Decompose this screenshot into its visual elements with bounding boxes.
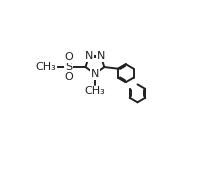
Text: N: N	[85, 51, 93, 61]
Text: O: O	[64, 52, 73, 62]
Text: CH₃: CH₃	[36, 62, 57, 72]
Text: N: N	[85, 51, 93, 61]
Text: N: N	[97, 51, 105, 61]
Text: O: O	[64, 72, 73, 82]
Text: CH₃: CH₃	[84, 86, 105, 96]
Text: CH₃: CH₃	[36, 62, 57, 72]
Text: S: S	[65, 62, 72, 72]
Text: N: N	[97, 51, 105, 61]
Text: S: S	[65, 62, 72, 72]
Text: O: O	[64, 52, 73, 62]
Text: N: N	[91, 69, 99, 79]
Text: N: N	[91, 69, 99, 79]
Text: O: O	[64, 72, 73, 82]
